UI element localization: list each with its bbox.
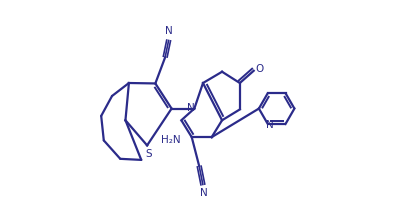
Text: H₂N: H₂N [161,135,181,145]
Text: O: O [255,64,263,74]
Text: N: N [165,26,173,36]
Text: N: N [187,103,195,113]
Text: N: N [266,120,274,130]
Text: N: N [200,189,207,198]
Text: S: S [145,149,152,159]
